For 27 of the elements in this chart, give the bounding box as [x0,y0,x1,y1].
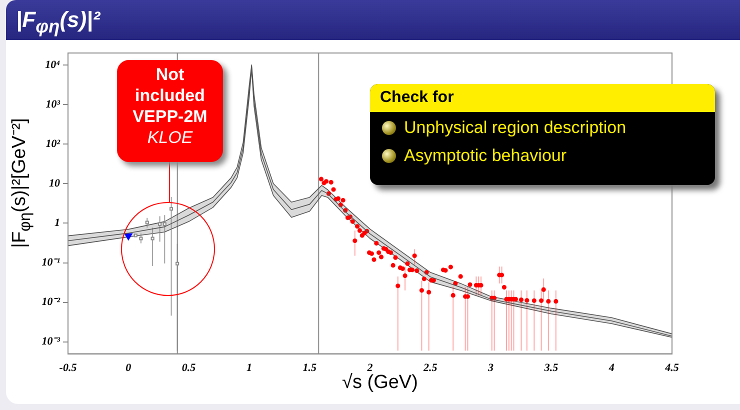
text-box: Check for Unphysical region description Asymptotic behaviour [370,84,715,185]
annotation: Asymptotic behaviour [404,145,567,167]
y-tick-label: 10⁻² [42,296,61,308]
y-tick-label: 1 [54,217,60,230]
x-tick-label: 4.5 [664,362,680,374]
x-tick-label: 3.5 [543,362,559,374]
x-axis-title: √s (GeV) [342,372,418,393]
y-tick-label: 10⁻¹ [42,256,60,269]
annotation: Unphysical region description [404,117,626,139]
annotation: Not included VEPP-2M KLOE [132,64,208,148]
x-tick-label: 0.5 [182,362,196,374]
x-tick-label: 2 [366,362,374,374]
x-tick-label: 4 [608,362,615,374]
x-tick-label: 3 [487,362,494,374]
y-tick-label: 10² [46,138,61,150]
chart-title: |F$_{φη}$(s)|² [6,0,740,40]
y-tick-label: 10³ [46,98,61,110]
annotation: Check for [370,84,715,112]
x-tick-label: 2.5 [422,362,438,374]
y-tick-label: 10⁻³ [42,336,61,348]
x-tick-label: 1.5 [302,362,317,374]
x-tick-label: 1 [246,362,252,374]
x-tick-label: 0 [126,362,132,374]
callout-box: Not included VEPP-2M KLOE [117,60,223,162]
y-tick-label: 10⁴ [45,58,60,71]
y-tick-label: 10 [49,177,60,190]
x-tick-label: -0.5 [59,362,78,374]
